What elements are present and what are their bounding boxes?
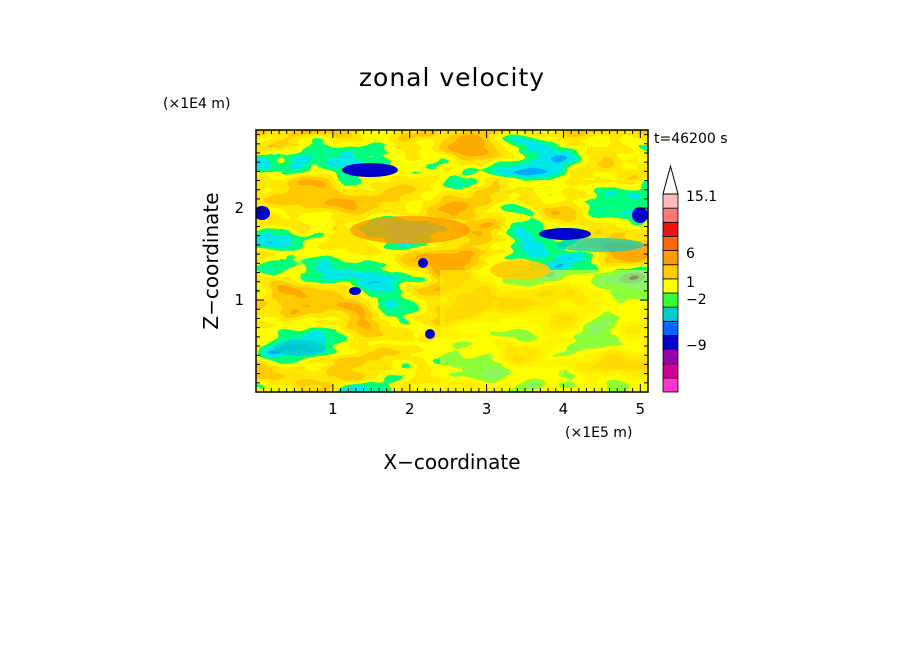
colorbar-label: 6 <box>686 246 695 262</box>
blue-spot-2 <box>632 207 648 223</box>
x-axis-label: X−coordinate <box>383 450 520 474</box>
blue-spot-3 <box>418 258 428 268</box>
plot-frame <box>255 129 649 393</box>
colorbar <box>662 164 679 393</box>
x-tick-label: 1 <box>328 400 338 418</box>
colorbar-label: 15.1 <box>686 189 717 205</box>
time-label: t=46200 s <box>654 131 728 147</box>
colorbar-level <box>662 377 679 393</box>
colorbar-level <box>662 250 679 266</box>
axis-ticks <box>256 130 648 392</box>
colorbar-labels: 15.1 6 1−2 −9 <box>686 189 717 354</box>
cyan-band-2 <box>556 238 644 252</box>
colorbar-level <box>662 221 679 237</box>
orange-patch <box>490 260 550 280</box>
blue-streak-1 <box>342 163 398 177</box>
colorbar-extend-arrow <box>662 164 679 195</box>
colorbar-label: −2 <box>686 292 707 308</box>
colorbar-level <box>662 278 679 294</box>
colorbar-label: 1 <box>686 275 695 291</box>
colorbar-level <box>662 193 679 209</box>
colorbar-level <box>662 264 679 280</box>
blue-spot-1 <box>256 206 270 220</box>
y-tick-label: 2 <box>234 199 244 217</box>
y-tick-labels: 12 <box>234 199 244 309</box>
yellow-region <box>440 270 648 392</box>
colorbar-level <box>662 349 679 365</box>
x-tick-label: 3 <box>482 400 492 418</box>
colorbar-level <box>662 306 679 322</box>
x-tick-label: 2 <box>405 400 415 418</box>
colorbar-level <box>662 320 679 336</box>
x-tick-label: 5 <box>636 400 646 418</box>
colorbar-level <box>662 363 679 379</box>
cyan-band-1 <box>274 340 326 356</box>
orange-band <box>350 216 470 244</box>
field-overlays <box>256 163 648 392</box>
blue-spot-4 <box>349 287 361 295</box>
colorbar-level <box>662 207 679 223</box>
x-tick-label: 4 <box>559 400 569 418</box>
colorbar-level <box>662 236 679 251</box>
x-scale-label: (×1E5 m) <box>565 425 632 441</box>
blue-streak-2 <box>539 228 591 240</box>
colorbar-level <box>662 292 679 308</box>
y-tick-label: 1 <box>234 291 244 309</box>
chart-title: zonal velocity <box>359 63 545 92</box>
colorbar-label: −9 <box>686 338 707 354</box>
x-tick-labels: 1 2 3 4 5 <box>328 400 645 418</box>
blue-spot-5 <box>425 329 435 339</box>
y-axis-label: Z−coordinate <box>199 192 223 329</box>
colorbar-level <box>662 335 679 350</box>
y-scale-label: (×1E4 m) <box>163 96 230 112</box>
plot-area <box>255 129 649 393</box>
